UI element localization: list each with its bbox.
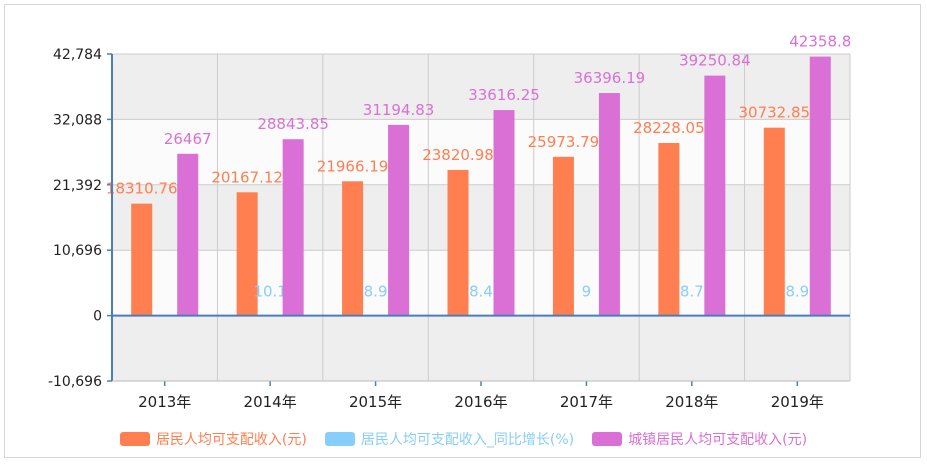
data-label: 18310.76 [106,180,178,198]
data-label: 21966.19 [317,157,389,175]
bar-urban-income [704,75,726,316]
chart-legend: 居民人均可支配收入(元) 居民人均可支配收入_同比增长(%) 城镇居民人均可支配收入… [0,424,927,454]
legend-swatch [119,432,150,446]
bar-urban-income [388,124,410,316]
legend-item-1[interactable]: 居民人均可支配收入_同比增长(%) [324,429,575,449]
data-label: 20167.12 [211,168,283,186]
bar-resident-income [236,192,258,316]
legend-swatch [324,432,355,446]
bar-urban-income [177,153,199,316]
x-tick-label: 2019年 [771,393,824,411]
bar-resident-income [763,127,785,316]
x-tick-label: 2015年 [349,393,402,411]
data-label: 36396.19 [574,69,646,87]
y-tick-label: 0 [93,309,102,325]
data-label-growth: 10.1 [253,283,286,301]
x-tick-label: 2018年 [665,393,718,411]
plot-band [112,54,850,120]
plot-band [112,184,850,251]
x-tick-label: 2016年 [454,393,507,411]
bar-urban-income [493,110,515,316]
data-label: 39250.84 [679,52,751,70]
x-tick-label: 2013年 [138,393,191,411]
x-tick-label: 2017年 [560,393,613,411]
y-tick-label: 32,088 [53,112,102,128]
plot-band [112,315,850,381]
legend-label: 城镇居民人均可支配收入(元) [628,432,808,448]
bar-resident-income [131,203,153,316]
legend-label: 居民人均可支配收入(元) [155,432,307,448]
data-label: 42358.8 [789,33,851,51]
data-label: 26467 [164,130,212,148]
bar-urban-income [282,139,304,316]
legend-swatch [592,432,623,446]
legend-item-2[interactable]: 城镇居民人均可支配收入(元) [592,429,807,449]
data-label-growth: 8.4 [469,283,493,301]
data-label-growth: 8.7 [680,283,704,301]
plot-band [112,250,850,316]
data-label-growth: 8.9 [785,283,809,301]
x-tick-label: 2014年 [244,393,297,411]
data-label-growth: 8.9 [364,283,388,301]
bar-resident-income [658,143,680,316]
y-tick-label: 21,392 [53,178,102,194]
data-label: 28843.85 [257,115,329,133]
data-label: 23820.98 [422,146,494,164]
bar-resident-income [447,169,469,316]
y-tick-label: 42,784 [53,47,102,63]
y-tick-label: 10,696 [53,243,102,259]
legend-label: 居民人均可支配收入_同比增长(%) [360,432,575,448]
y-tick-label: -10,696 [48,374,102,390]
legend-item-0[interactable]: 居民人均可支配收入(元) [119,429,307,449]
plot-band [112,119,850,185]
data-label: 28228.05 [633,119,705,137]
data-label: 31194.83 [363,101,435,119]
data-label: 25973.79 [528,133,600,151]
data-label-growth: 9 [582,283,592,301]
bar-urban-income [809,56,831,316]
bar-resident-income [342,181,364,316]
data-label: 30732.85 [738,104,810,122]
data-label: 33616.25 [468,86,540,104]
bar-resident-income [552,156,574,316]
bar-urban-income [598,93,620,316]
